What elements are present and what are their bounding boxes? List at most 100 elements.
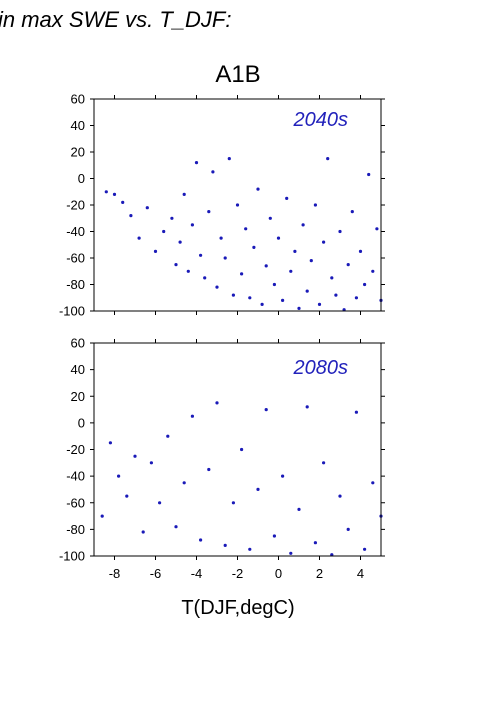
data-point [264,408,268,412]
data-point [317,302,322,306]
data-point [363,547,367,551]
data-point [240,447,244,452]
data-point [166,434,170,438]
x-tick-label: -8 [109,566,121,581]
data-point [121,200,125,204]
data-point [338,229,342,234]
data-point [199,538,203,542]
data-point [256,187,260,191]
data-point [252,245,256,249]
y-tick-label: -20 [66,442,85,457]
data-point [322,461,326,465]
data-point [305,289,309,293]
data-point [371,481,375,485]
data-point [178,240,182,244]
x-tick-label: -2 [232,566,244,581]
data-point [375,227,379,231]
data-point [153,249,158,253]
data-points [100,401,383,557]
data-point [330,276,334,280]
data-point [174,525,178,529]
y-tick-label: 0 [78,415,85,430]
data-point [297,306,301,310]
data-point [281,474,285,478]
data-point [170,216,174,220]
data-point [276,236,281,240]
y-tick-label: 20 [71,145,85,160]
data-point [207,210,211,214]
data-point [301,223,305,227]
data-point [199,253,203,257]
data-point [108,441,112,445]
data-point [100,514,104,518]
y-tick-label: -80 [66,522,85,537]
y-tick-label: -40 [66,469,85,484]
y-tick-label: 60 [71,336,85,351]
data-point [182,192,186,196]
data-point [117,474,121,478]
data-point [354,296,358,300]
data-point [256,487,260,491]
data-point [219,236,223,240]
data-point [244,227,248,231]
data-point [248,296,252,300]
data-point [182,481,186,485]
data-point [223,543,227,548]
y-tick-label: -100 [59,304,85,319]
x-tick-label: 0 [275,566,282,581]
y-tick-label: 0 [78,171,85,186]
data-point [149,461,153,465]
y-tick-label: -100 [59,549,85,564]
panel-2040s: 60 40 20 0 -20 -40 -60 -80 -100 2040s [59,92,385,319]
y-tick-label: -40 [66,224,85,239]
data-point [289,551,293,555]
period-label: 2080s [293,357,349,379]
y-tick-label: -60 [66,251,85,266]
data-point [297,507,301,511]
data-point [313,541,317,545]
data-point [371,269,375,273]
data-point [203,276,207,280]
data-point [293,249,297,253]
figure-title: A1B [215,61,260,88]
data-point [215,285,219,289]
data-point [338,494,342,498]
x-tick-label: 2 [316,566,323,581]
data-point [363,282,367,287]
data-point [141,530,145,534]
x-tick-label: 4 [357,566,364,581]
data-point [309,259,313,263]
data-point [367,172,371,177]
data-point [145,206,149,210]
data-point [207,467,211,472]
data-point [272,534,276,538]
data-point [281,298,285,302]
data-point [190,414,194,418]
data-point [162,229,166,234]
data-point [272,282,276,287]
data-point [358,249,363,253]
data-point [186,269,190,273]
y-tick-label: -80 [66,277,85,292]
data-point [334,293,338,297]
y-tick-label: 20 [71,389,85,404]
data-point [264,264,268,268]
data-point [240,272,244,276]
data-point [129,214,133,218]
data-point [112,192,117,196]
data-point [211,170,215,174]
data-point [326,157,330,161]
data-point [305,405,309,409]
data-point [289,269,293,273]
data-point [248,547,252,551]
data-point [133,454,137,458]
period-label: 2040s [293,109,349,131]
data-points [104,157,383,312]
data-point [322,240,326,244]
data-point [104,190,108,194]
y-tick-label: 60 [71,92,85,107]
data-point [350,210,354,214]
data-point [285,196,289,200]
